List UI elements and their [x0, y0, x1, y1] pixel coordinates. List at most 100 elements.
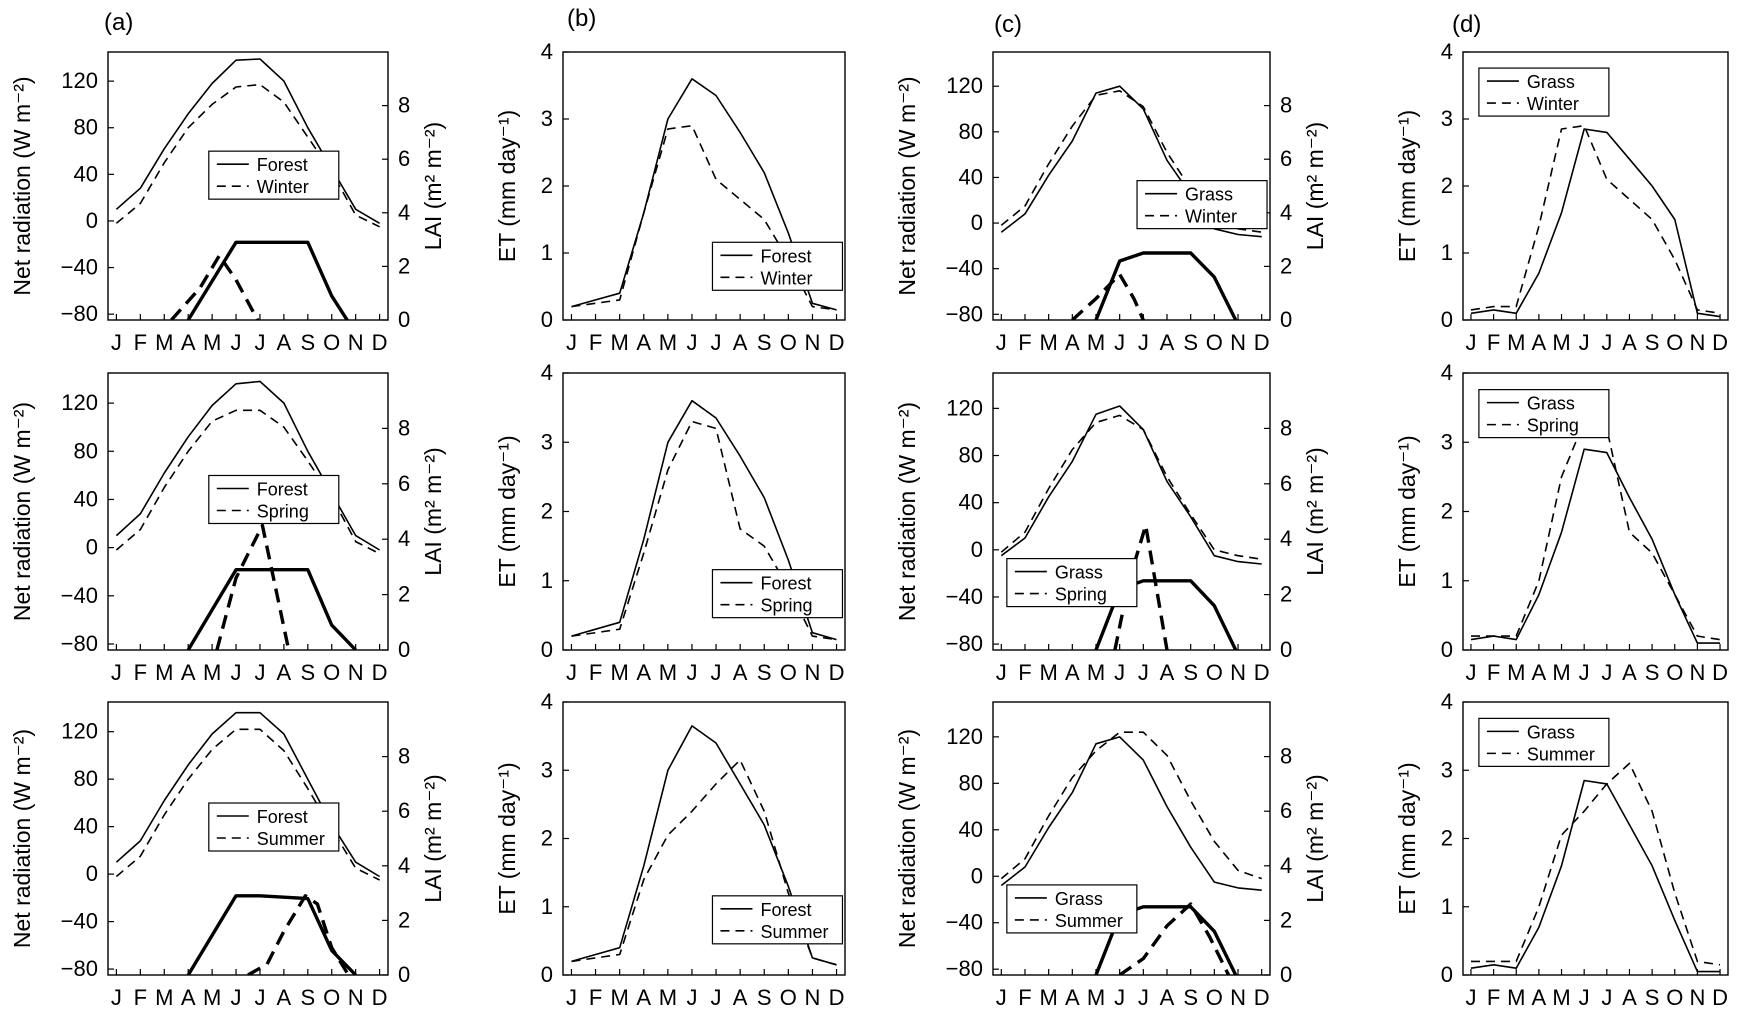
x-tick-label: N: [804, 985, 820, 1010]
x-tick-label: M: [203, 330, 221, 355]
legend-label-winter: Winter: [760, 268, 812, 288]
x-tick-label: J: [686, 660, 697, 685]
y2-axis-title: LAI (m² m⁻²): [1302, 447, 1328, 575]
panel-label-d: (d): [1452, 11, 1481, 38]
y-tick-label: 120: [946, 395, 983, 420]
legend-label-summer: Summer: [1527, 744, 1595, 764]
x-tick-label: O: [1666, 985, 1683, 1010]
y-tick-label: 2: [1441, 173, 1453, 198]
plot-frame: [992, 701, 1271, 976]
x-tick-label: M: [1087, 660, 1105, 685]
y-tick-label: −80: [61, 301, 98, 326]
y-tick-label: 80: [74, 115, 98, 140]
y-axis-title: Net radiation (W m⁻²): [9, 76, 35, 295]
x-tick-label: M: [1039, 985, 1057, 1010]
y-tick-label: 0: [541, 962, 553, 987]
y-tick-label: 2: [1441, 499, 1453, 524]
legend-label-grass: Grass: [1185, 185, 1233, 205]
x-tick-label: A: [1065, 985, 1080, 1010]
x-tick-label: O: [323, 330, 340, 355]
legend-label-spring: Spring: [257, 501, 309, 521]
x-tick-label: S: [1645, 660, 1660, 685]
y-axis-title: ET (mm day⁻¹): [494, 435, 520, 587]
y-tick-label: 120: [61, 68, 98, 93]
y2-axis-title: LAI (m² m⁻²): [1302, 774, 1328, 902]
y-axis-title: ET (mm day⁻¹): [494, 762, 520, 914]
x-tick-label: J: [566, 985, 577, 1010]
legend-label-summer: Summer: [1055, 911, 1123, 931]
y2-tick-label: 4: [398, 853, 410, 878]
y2-tick-label: 6: [398, 471, 410, 496]
x-tick-label: J: [1601, 985, 1612, 1010]
y-tick-label: 1: [1441, 568, 1453, 593]
y-axis-title: Net radiation (W m⁻²): [894, 729, 920, 948]
y2-tick-label: 2: [1280, 253, 1292, 278]
y2-tick-label: 4: [1280, 853, 1292, 878]
y2-tick-label: 0: [1280, 962, 1292, 987]
y2-tick-label: 0: [1280, 307, 1292, 332]
y2-tick-label: 2: [1280, 907, 1292, 932]
x-tick-label: S: [1183, 985, 1198, 1010]
y-tick-label: 1: [1441, 894, 1453, 919]
x-tick-label: S: [1645, 985, 1660, 1010]
panel-label-b: (b): [567, 5, 596, 32]
series-group: [1000, 731, 1262, 975]
y2-tick-label: 0: [398, 962, 410, 987]
y-tick-label: 4: [1441, 360, 1453, 385]
x-tick-label: J: [1601, 660, 1612, 685]
y-tick-label: 4: [541, 39, 553, 64]
legend-box: [1136, 180, 1268, 230]
x-tick-label: M: [155, 660, 173, 685]
lai-line-dashed: [1071, 272, 1145, 320]
y-tick-label: −40: [946, 256, 983, 281]
y-axis-title: Net radiation (W m⁻²): [894, 402, 920, 621]
x-tick-label: F: [1487, 660, 1500, 685]
x-tick-label: J: [231, 330, 242, 355]
y2-tick-label: 2: [1280, 582, 1292, 607]
series-line-forest: [115, 380, 381, 551]
y-tick-label: −40: [61, 583, 98, 608]
x-tick-label: A: [277, 660, 292, 685]
x-tick-label: A: [636, 660, 651, 685]
x-tick-label: F: [589, 660, 602, 685]
legend-label-summer: Summer: [257, 829, 325, 849]
y-tick-label: 3: [541, 429, 553, 454]
x-tick-label: S: [300, 985, 315, 1010]
x-tick-label: O: [1206, 985, 1223, 1010]
x-tick-label: F: [134, 660, 147, 685]
legend-box: [1006, 884, 1138, 934]
x-tick-label: N: [1230, 330, 1246, 355]
y-tick-label: 3: [1441, 757, 1453, 782]
x-tick-label: N: [1689, 330, 1705, 355]
series-line-spring: [1000, 414, 1262, 560]
x-tick-label: D: [372, 985, 388, 1010]
legend-label-winter: Winter: [257, 177, 309, 197]
y-axis-title: ET (mm day⁻¹): [494, 110, 520, 262]
lai-line-solid: [1094, 251, 1238, 320]
legend-label-forest: Forest: [760, 574, 811, 594]
y-tick-label: 80: [959, 770, 983, 795]
y-tick-label: 2: [1441, 826, 1453, 851]
y-tick-label: 0: [541, 637, 553, 662]
y-tick-label: 3: [1441, 429, 1453, 454]
y-tick-label: 4: [1441, 39, 1453, 64]
y-tick-label: −40: [61, 909, 98, 934]
y-tick-label: 120: [946, 724, 983, 749]
x-tick-label: A: [1065, 660, 1080, 685]
y-tick-label: 40: [959, 490, 983, 515]
x-tick-label: J: [1138, 330, 1149, 355]
x-tick-label: D: [829, 660, 845, 685]
legend-label-spring: Spring: [760, 596, 812, 616]
plot-frame: [107, 51, 389, 321]
x-tick-label: M: [659, 985, 677, 1010]
y-tick-label: 0: [1441, 962, 1453, 987]
y-tick-label: −80: [946, 301, 983, 326]
